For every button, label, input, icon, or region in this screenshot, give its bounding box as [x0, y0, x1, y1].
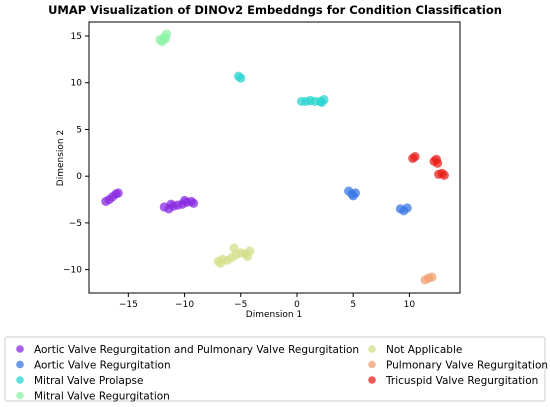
chart-title: UMAP Visualization of DINOv2 Embeddngs f…: [48, 3, 502, 17]
x-axis-ticks: −15 −10 −5 0 5 10: [119, 293, 416, 310]
point-s4-10: [242, 251, 253, 262]
legend-frame: [4, 336, 546, 402]
legend: Aortic Valve Regurgitation and Pulmonary…: [16, 344, 548, 403]
legend-marker-2: [16, 376, 24, 384]
legend-marker-0: [16, 345, 24, 353]
x-tick-label-2: −5: [234, 300, 247, 310]
point-s2-1: [236, 73, 246, 83]
point-s0-14: [179, 195, 190, 206]
legend-label-5: Pulmonary Valve Regurgitation: [386, 360, 548, 372]
point-s6-7: [439, 170, 449, 180]
plot-points: [101, 29, 449, 285]
point-s0-4: [113, 188, 123, 198]
legend-label-2: Mitral Valve Prolapse: [34, 375, 143, 387]
legend-label-1: Aortic Valve Regurgitation: [34, 360, 171, 372]
point-s1-6: [402, 203, 412, 213]
legend-label-4: Not Applicable: [386, 344, 462, 356]
plot-area-frame: [88, 21, 461, 294]
x-tick-label-3: 0: [294, 300, 300, 310]
point-s6-1: [410, 151, 420, 162]
x-tick-label-4: 5: [350, 300, 356, 310]
point-s2-8: [317, 97, 327, 107]
legend-marker-6: [368, 376, 376, 384]
point-s5-2: [427, 272, 437, 282]
y-tick-label-0: −10: [63, 266, 82, 276]
x-tick-label-1: −10: [175, 300, 194, 310]
y-axis-ticks: −10 −5 0 5 10 15: [63, 32, 89, 276]
point-s1-3: [348, 191, 358, 201]
y-tick-label-5: 15: [71, 32, 82, 42]
legend-label-6: Tricuspid Valve Regurgitation: [385, 375, 538, 387]
x-axis-label: Dimension 1: [246, 310, 302, 320]
x-tick-label-0: −15: [119, 300, 138, 310]
y-axis-label: Dimension 2: [56, 130, 66, 186]
point-s6-4: [432, 158, 443, 168]
point-s3-4: [160, 34, 171, 44]
y-tick-label-3: 5: [76, 125, 82, 135]
legend-marker-3: [16, 391, 24, 400]
y-tick-label-1: −5: [69, 219, 82, 229]
point-s4-9: [229, 243, 239, 253]
legend-label-0: Aortic Valve Regurgitation and Pulmonary…: [34, 344, 359, 356]
legend-marker-4: [368, 345, 376, 353]
point-s0-12: [188, 198, 199, 208]
x-tick-label-5: 10: [404, 300, 416, 310]
y-tick-label-4: 10: [71, 79, 83, 89]
y-tick-label-2: 0: [76, 172, 82, 182]
point-s0-13: [166, 199, 176, 209]
legend-label-3: Mitral Valve Regurgitation: [34, 391, 170, 403]
legend-marker-5: [368, 360, 376, 369]
point-s4-8: [215, 258, 226, 268]
legend-marker-1: [16, 360, 24, 369]
